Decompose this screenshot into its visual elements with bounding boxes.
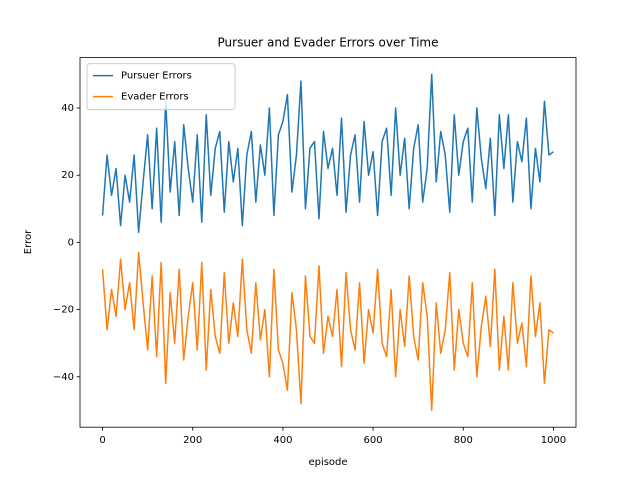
series-line bbox=[101, 251, 554, 412]
axes-frame bbox=[79, 57, 577, 428]
chart-title: Pursuer and Evader Errors over Time bbox=[218, 36, 439, 50]
legend-label: Pursuer Errors bbox=[121, 71, 192, 82]
legend-box bbox=[86, 63, 236, 111]
legend-label: Evader Errors bbox=[121, 92, 189, 103]
series-line bbox=[101, 73, 554, 234]
y-tick-label: 40 bbox=[61, 103, 74, 114]
x-tick-label: 800 bbox=[454, 435, 473, 446]
y-tick-label: 0 bbox=[68, 237, 74, 248]
y-tick-label: 20 bbox=[61, 170, 74, 181]
x-axis-label: episode bbox=[308, 457, 347, 468]
x-tick-label: 400 bbox=[273, 435, 292, 446]
y-tick-label: −20 bbox=[53, 305, 74, 316]
x-tick-label: 200 bbox=[183, 435, 202, 446]
y-tick-label: −40 bbox=[53, 372, 74, 383]
x-tick-label: 1000 bbox=[541, 435, 566, 446]
x-tick-label: 600 bbox=[364, 435, 383, 446]
x-tick-label: 0 bbox=[99, 435, 105, 446]
y-axis-label: Error bbox=[23, 229, 34, 254]
